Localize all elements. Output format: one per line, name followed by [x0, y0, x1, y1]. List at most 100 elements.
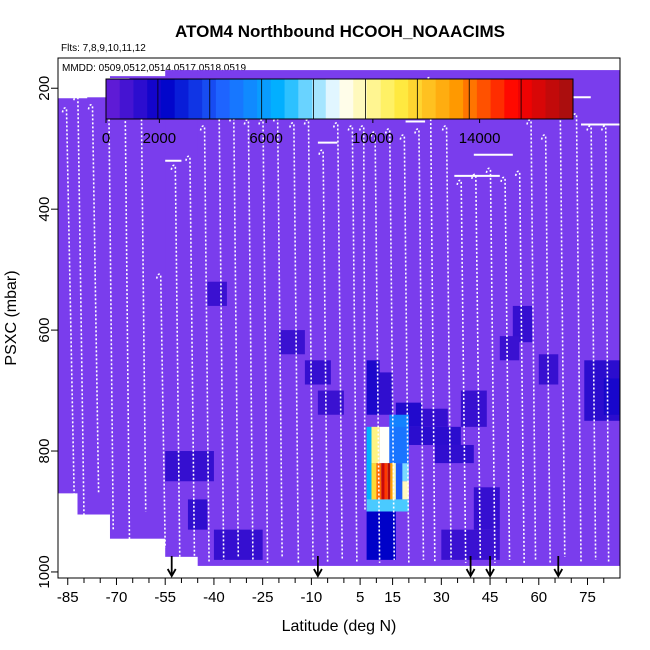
y-axis: 200 400 600 800 1000: [36, 76, 58, 589]
y-tick-label: 1000: [36, 555, 53, 588]
flight-profile: [600, 125, 610, 563]
heatmap-cell: [603, 378, 620, 415]
flight-profile: [87, 104, 100, 494]
heatmap-cell: [317, 390, 344, 415]
colorbar-swatch: [394, 79, 409, 119]
data-domain-band: [109, 76, 166, 539]
y-axis-label: PSXC (mbar): [3, 270, 20, 365]
flight-profile: [303, 119, 314, 560]
flight-profile: [370, 131, 381, 563]
flight-profile: [586, 125, 597, 560]
colorbar-swatch: [160, 79, 176, 119]
x-tick-label: 60: [530, 589, 547, 606]
flight-profile: [471, 173, 482, 560]
colorbar-swatch: [133, 79, 148, 119]
colorbar-swatch: [545, 79, 560, 119]
heatmap-cell: [366, 511, 396, 560]
colorbar-swatch: [518, 79, 533, 119]
colorbar-swatch: [202, 79, 217, 119]
x-tick-label: 30: [433, 589, 450, 606]
arrow-marker: [485, 556, 495, 578]
colorbar-swatch: [476, 79, 491, 119]
flight-profile: [170, 164, 181, 563]
colorbar-swatch: [147, 79, 162, 119]
flight-profile: [185, 155, 196, 557]
x-tick-label: 45: [482, 589, 499, 606]
colorbar-tick-label: 10000: [352, 130, 394, 147]
colorbar-swatch: [531, 79, 546, 119]
flight-profile: [384, 128, 396, 560]
colorbar-tick-label: 14000: [459, 130, 501, 147]
colorbar-swatch: [380, 79, 395, 119]
flight-profile: [500, 176, 511, 560]
arrow-marker: [553, 556, 564, 578]
flight-profile: [540, 134, 551, 563]
arrow-marker: [166, 556, 177, 578]
flights-subtitle: Flts: 7,8,9,10,11,12: [61, 43, 146, 54]
colorbar-swatch: [188, 79, 203, 119]
y-tick-label: 600: [36, 318, 53, 343]
heatmap-cell: [395, 463, 403, 500]
colorbar-swatch: [229, 79, 244, 119]
colorbar-swatch: [312, 79, 327, 119]
flight-profile: [318, 149, 329, 563]
colorbar-swatch: [421, 79, 437, 119]
colorbar-swatch: [463, 79, 478, 119]
y-tick-label: 200: [36, 76, 53, 101]
arrow-marker: [465, 556, 476, 578]
x-tick-label: -25: [252, 589, 274, 606]
heatmap-cell: [371, 426, 380, 464]
heatmap-cell: [379, 372, 393, 415]
y-tick-label: 800: [36, 439, 53, 464]
colorbar-frame: [105, 78, 574, 120]
flight-profile: [399, 134, 410, 563]
colorbar-swatch: [284, 79, 299, 119]
x-tick-label: 15: [384, 589, 401, 606]
heatmap-cell: [460, 390, 487, 427]
colorbar-swatch: [174, 79, 189, 119]
heatmap-area: [58, 70, 620, 566]
colorbar-swatch: [270, 79, 285, 119]
flight-profile: [456, 179, 467, 563]
chart-title: ATOM4 Northbound HCOOH_NOAACIMS: [175, 22, 505, 41]
heatmap-cell: [512, 305, 533, 343]
heatmap-cell: [304, 360, 331, 385]
heatmap-cell: [371, 463, 377, 500]
x-tick-label: -70: [106, 589, 128, 606]
colorbar-swatch: [435, 79, 450, 119]
flight-profile: [347, 125, 358, 563]
heatmap-cell: [499, 336, 520, 361]
flight-profile: [61, 107, 76, 500]
colorbar-swatch: [339, 79, 354, 119]
x-axis-label: Latitude (deg N): [282, 618, 397, 635]
flight-profile: [289, 122, 300, 563]
heatmap-cell: [434, 444, 474, 464]
heatmap-cell: [165, 451, 214, 482]
colorbar-swatch: [366, 79, 382, 119]
colorbar: 0 2000 6000 10000 14000: [102, 78, 574, 147]
plot-frame: [57, 57, 621, 579]
colorbar-swatch: [408, 79, 423, 119]
heatmap-cell: [387, 463, 391, 500]
heatmap-cell: [381, 463, 385, 500]
flight-profile: [414, 128, 425, 560]
heatmap-cell: [207, 281, 227, 306]
colorbar-swatch: [298, 79, 313, 119]
flight-profile: [199, 125, 210, 563]
heatmap-cell: [441, 529, 500, 560]
x-tick-label: -10: [301, 589, 323, 606]
heatmap-cell: [473, 487, 500, 530]
colorbar-swatch: [215, 79, 231, 119]
x-tick-label: -85: [57, 589, 79, 606]
flight-profile: [514, 170, 525, 563]
y-tick-label: 400: [36, 197, 53, 222]
heatmap-cell: [366, 360, 380, 415]
flight-profile: [243, 119, 254, 560]
flight-profile: [441, 125, 452, 560]
colorbar-swatch: [353, 79, 368, 119]
colorbar-swatch: [119, 79, 134, 119]
heatmap-cell: [187, 499, 208, 530]
heatmap-cell: [376, 463, 382, 500]
colorbar-swatch: [106, 79, 121, 119]
